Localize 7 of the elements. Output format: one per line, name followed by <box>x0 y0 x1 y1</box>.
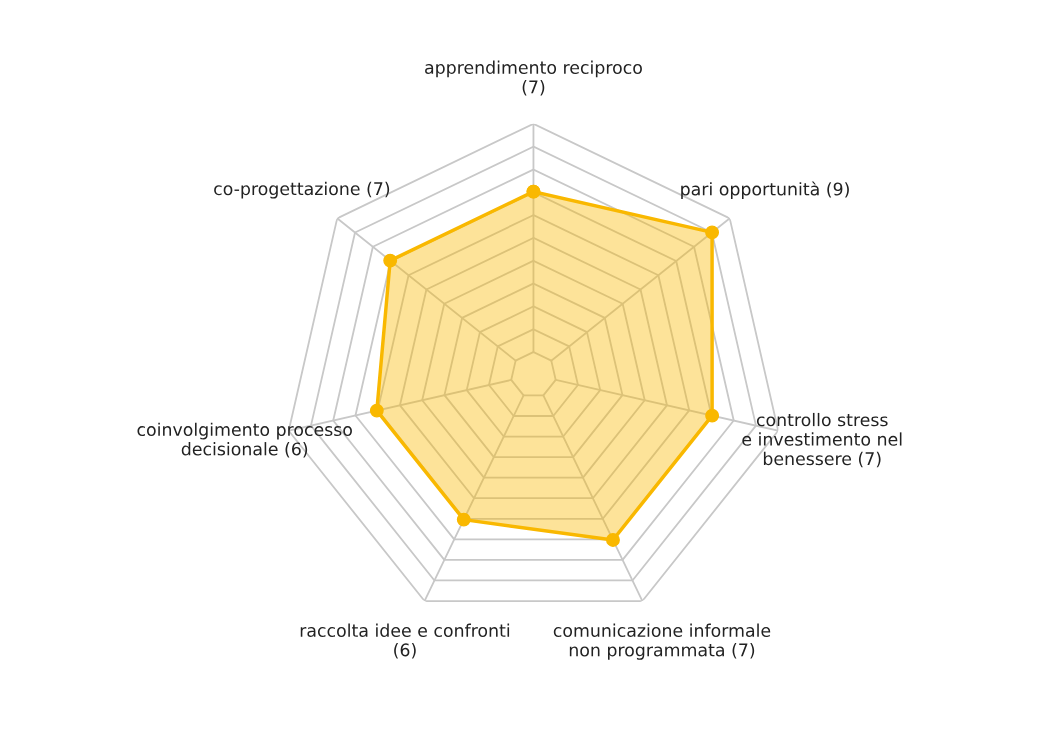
spoke-label: apprendimento reciproco (7) <box>425 60 642 96</box>
spoke-label: comunicazione informale non programmata (7) <box>553 623 771 660</box>
spoke-label: pari opportunità (9) <box>681 181 849 199</box>
spoke-label: co-progettazione (7) <box>214 181 390 199</box>
spoke-label: controllo stress e investimento nel benessere (7) <box>742 412 902 468</box>
spoke-label: raccolta idee e confronti (6) <box>300 623 510 659</box>
spoke-label: coinvolgimento processo decisionale (6) <box>137 422 352 458</box>
